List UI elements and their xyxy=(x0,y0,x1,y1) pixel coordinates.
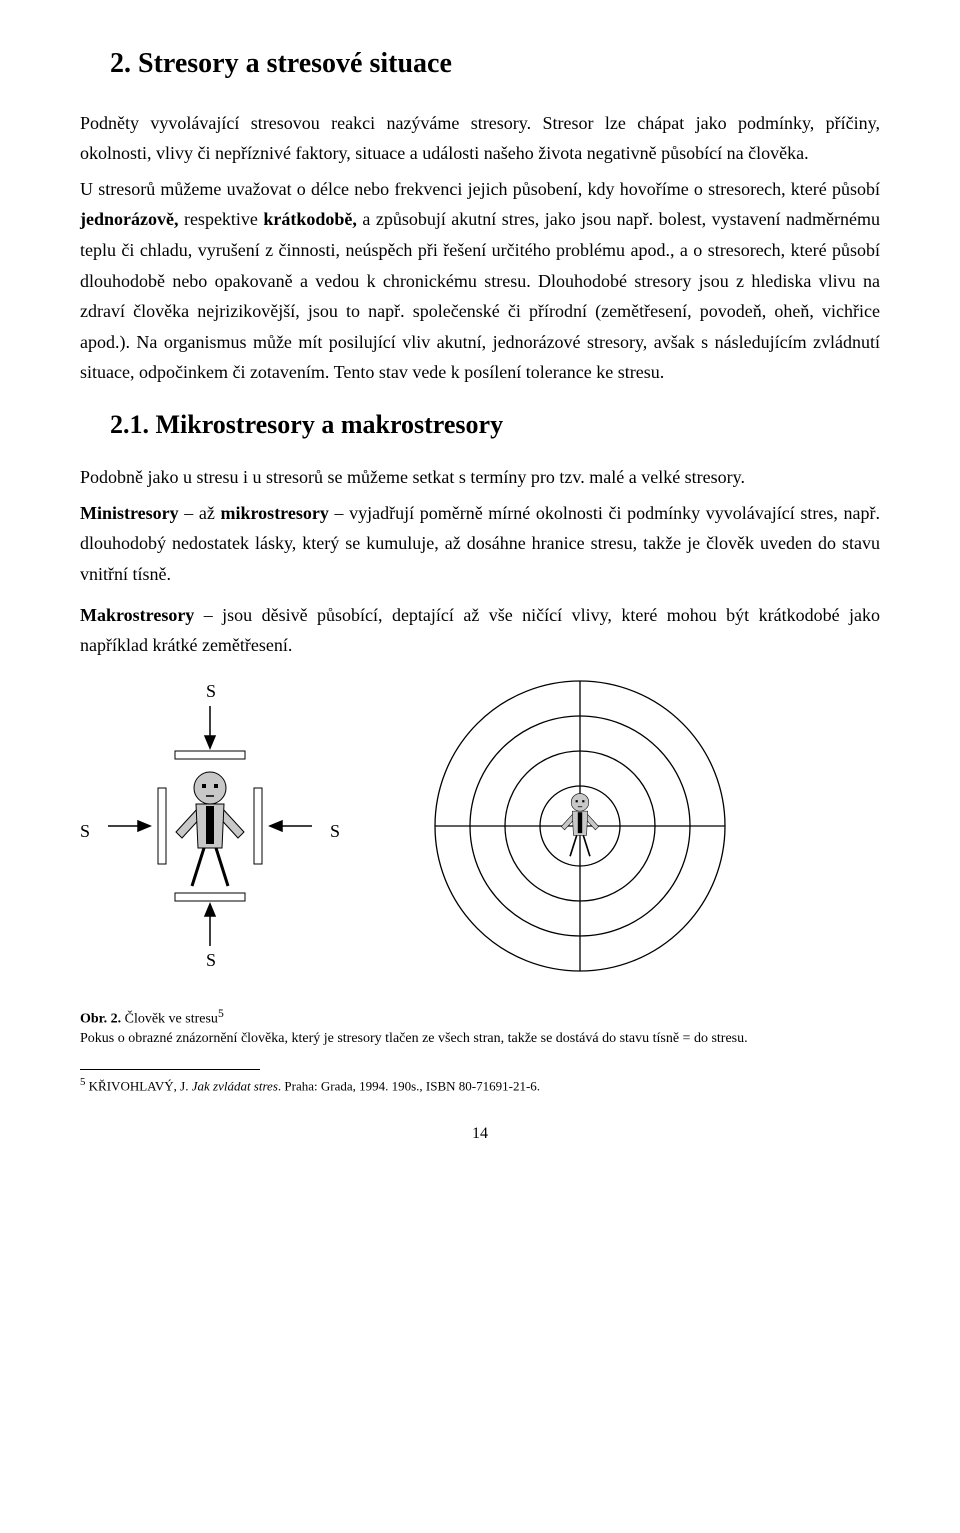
caption-sup: 5 xyxy=(218,1007,224,1020)
paragraph-1: Podněty vyvolávající stresovou reakci na… xyxy=(80,108,880,169)
text: respektive xyxy=(178,209,263,229)
heading-1: 2. Stresory a stresové situace xyxy=(80,40,880,88)
figure-caption: Obr. 2. Člověk ve stresu5 Pokus o obrazn… xyxy=(80,1006,880,1049)
text: U stresorů můžeme uvažovat o délce nebo … xyxy=(80,179,880,199)
footnote-rule xyxy=(80,1069,260,1070)
footnote-pre: KŘIVOHLAVÝ, J. xyxy=(85,1078,191,1093)
footnote-italic: Jak zvládat stres xyxy=(192,1078,278,1093)
bold-text: krátkodobě, xyxy=(263,209,357,229)
paragraph-5: Makrostresory – jsou děsivě působící, de… xyxy=(80,600,880,661)
footnote-post: . Praha: Grada, 1994. 190s., ISBN 80-716… xyxy=(278,1078,540,1093)
text: – jsou děsivě působící, deptající až vše… xyxy=(80,605,880,656)
bold-text: Ministresory xyxy=(80,503,179,523)
s-label-top: S xyxy=(206,676,216,707)
bold-text: Makrostresory xyxy=(80,605,194,625)
bold-text: jednorázově, xyxy=(80,209,178,229)
person-svg xyxy=(80,676,340,976)
paragraph-2: U stresorů můžeme uvažovat o délce nebo … xyxy=(80,174,880,388)
caption-text: Člověk ve stresu xyxy=(121,1011,218,1026)
s-label-left: S xyxy=(80,816,90,847)
diagram-row: S S S S xyxy=(80,676,880,976)
footnote: 5 KŘIVOHLAVÝ, J. Jak zvládat stres. Prah… xyxy=(80,1075,880,1096)
bold-text: mikrostresory xyxy=(221,503,329,523)
stress-person-diagram: S S S S xyxy=(80,676,340,976)
circles-svg xyxy=(400,676,760,976)
text: a způsobují akutní stres, jako jsou např… xyxy=(80,209,880,382)
heading-2: 2.1. Mikrostresory a makrostresory xyxy=(80,403,880,447)
paragraph-3: Podobně jako u stresu i u stresorů se mů… xyxy=(80,462,880,493)
concentric-diagram xyxy=(400,676,760,976)
paragraph-4: Ministresory – až mikrostresory – vyjadř… xyxy=(80,498,880,590)
text: – až xyxy=(179,503,221,523)
caption-bold: Obr. 2. xyxy=(80,1011,121,1026)
page-number: 14 xyxy=(80,1120,880,1147)
s-label-bottom: S xyxy=(206,945,216,976)
s-label-right: S xyxy=(330,816,340,847)
caption-line2: Pokus o obrazné znázornění člověka, kter… xyxy=(80,1031,748,1046)
